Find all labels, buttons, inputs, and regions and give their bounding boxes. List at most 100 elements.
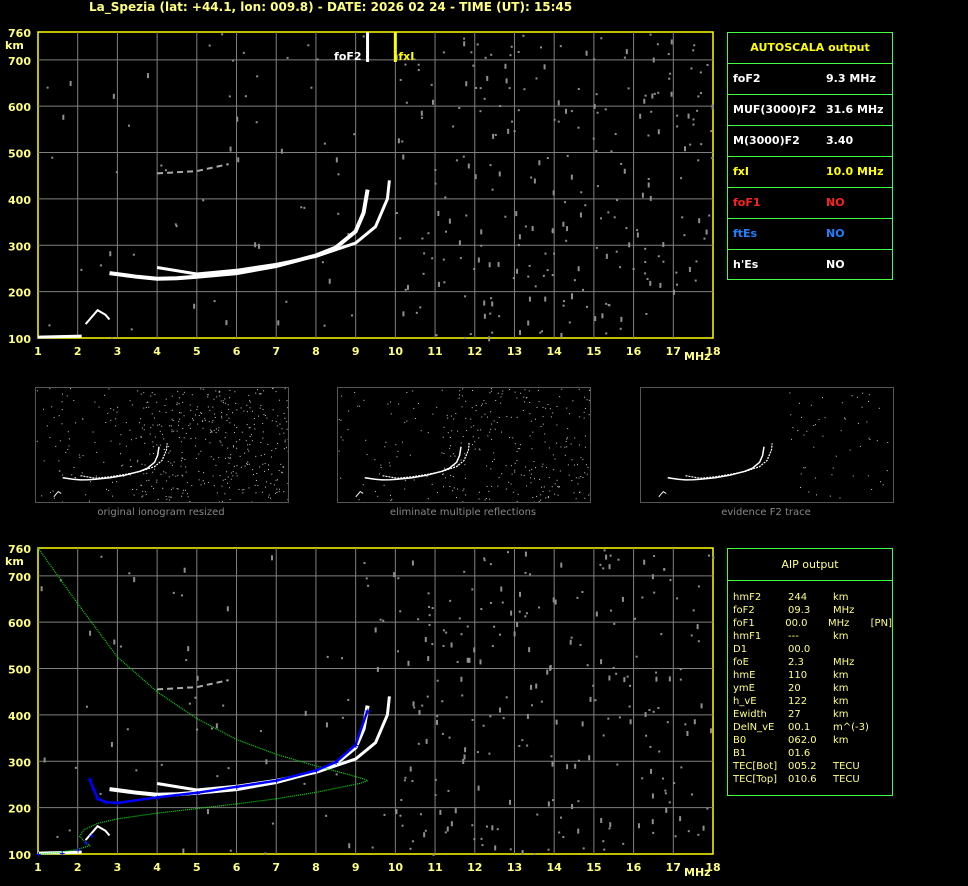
noise-point <box>242 489 243 490</box>
noise-point <box>166 412 167 413</box>
noise-point <box>548 404 549 405</box>
noise-point <box>662 242 664 247</box>
noise-point <box>457 489 458 490</box>
x-tick-label: 7 <box>272 861 280 874</box>
noise-point <box>665 792 667 794</box>
noise-point <box>380 619 382 621</box>
noise-point <box>816 494 817 495</box>
noise-point <box>708 215 710 217</box>
noise-point <box>400 799 402 801</box>
noise-point <box>183 490 184 491</box>
noise-point <box>324 325 326 327</box>
thumbnail-original <box>35 387 289 503</box>
noise-point <box>384 446 385 447</box>
y-tick-label: 100 <box>8 849 31 862</box>
noise-point <box>367 585 369 587</box>
x-tick-label: 5 <box>193 345 201 358</box>
param-name: TEC[Top] <box>728 773 788 786</box>
noise-point <box>452 490 453 491</box>
noise-point <box>416 312 418 314</box>
noise-point <box>202 420 203 421</box>
noise-point <box>185 466 186 467</box>
noise-point <box>65 452 66 453</box>
noise-point <box>142 491 143 492</box>
x-tick-label: 8 <box>312 861 320 874</box>
noise-point <box>578 88 580 90</box>
noise-point <box>511 121 513 123</box>
param-unit: km <box>833 591 878 604</box>
noise-point <box>171 425 172 426</box>
noise-point <box>68 445 69 446</box>
noise-point <box>270 498 271 499</box>
noise-point <box>147 402 148 403</box>
noise-point <box>317 58 319 60</box>
noise-point <box>379 473 380 474</box>
noise-point <box>210 442 211 443</box>
noise-point <box>168 452 169 453</box>
noise-point <box>207 809 209 814</box>
noise-point <box>633 268 635 270</box>
param-unit <box>833 643 878 656</box>
noise-point <box>179 412 180 413</box>
noise-point <box>159 411 160 412</box>
noise-point <box>428 606 430 608</box>
noise-point <box>464 453 465 454</box>
noise-point <box>463 436 464 437</box>
noise-point <box>141 394 142 395</box>
noise-point <box>404 777 406 779</box>
noise-point <box>374 459 375 460</box>
noise-point <box>664 790 666 792</box>
noise-point <box>518 494 519 495</box>
noise-point <box>495 429 496 430</box>
noise-point <box>186 433 187 434</box>
param-value: 00.0 <box>788 643 833 656</box>
noise-point <box>571 110 573 112</box>
noise-point <box>486 826 488 828</box>
noise-point <box>642 193 644 198</box>
noise-point <box>497 422 498 423</box>
noise-point <box>51 157 53 159</box>
noise-point <box>647 278 649 280</box>
param-unit: TECU <box>833 760 878 773</box>
noise-point <box>619 716 621 718</box>
noise-point <box>603 734 605 736</box>
noise-point <box>244 453 245 454</box>
noise-point <box>686 731 688 736</box>
noise-point <box>230 454 231 455</box>
noise-point <box>473 268 475 270</box>
noise-point <box>495 400 496 401</box>
noise-point <box>797 430 798 431</box>
noise-point <box>178 489 179 490</box>
noise-point <box>166 399 167 400</box>
noise-point <box>605 303 607 305</box>
noise-point <box>279 424 280 425</box>
noise-point <box>447 790 449 792</box>
noise-point <box>96 476 97 477</box>
noise-point <box>165 405 166 406</box>
noise-point <box>443 437 444 438</box>
noise-point <box>322 261 324 263</box>
noise-point <box>305 711 307 716</box>
noise-point <box>428 592 430 594</box>
noise-point <box>451 642 453 647</box>
param-value: 010.6 <box>788 773 833 786</box>
noise-point <box>532 226 534 231</box>
noise-point <box>113 640 115 645</box>
y-tick-label: 500 <box>8 664 31 677</box>
noise-point <box>586 306 588 308</box>
noise-point <box>251 434 252 435</box>
noise-point <box>187 646 189 651</box>
noise-point <box>234 466 235 467</box>
noise-point <box>506 78 508 83</box>
param-name: foF2 <box>728 64 811 94</box>
noise-point <box>511 483 512 484</box>
noise-point <box>542 491 543 492</box>
noise-point <box>428 432 429 433</box>
noise-point <box>152 392 153 393</box>
noise-point <box>37 441 38 442</box>
noise-point <box>509 800 511 805</box>
x-trace <box>81 443 168 478</box>
noise-point <box>121 465 122 466</box>
noise-point <box>380 465 381 466</box>
